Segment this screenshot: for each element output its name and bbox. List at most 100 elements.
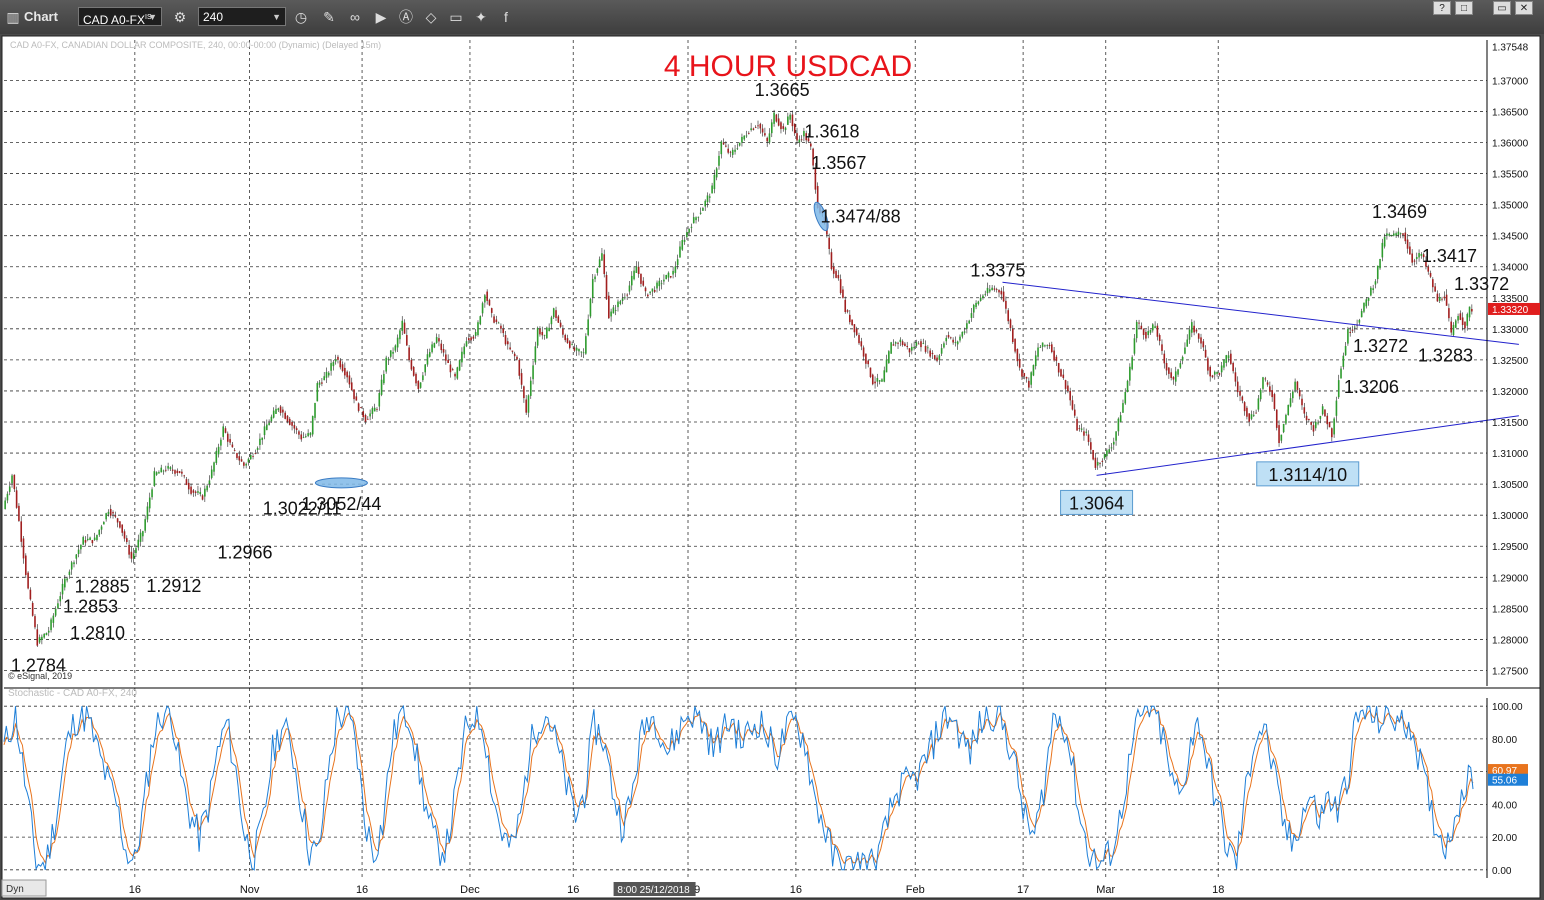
alert-icon[interactable]: Ⓐ xyxy=(399,9,413,25)
candle xyxy=(383,373,385,384)
close-button[interactable]: ✕ xyxy=(1515,1,1533,15)
candle xyxy=(1051,344,1053,352)
candle xyxy=(332,362,335,367)
candle xyxy=(1076,418,1078,431)
candle xyxy=(1303,407,1306,414)
candle xyxy=(364,415,367,422)
candle xyxy=(888,351,890,363)
candle xyxy=(1328,422,1331,428)
settings-icon[interactable]: ⚙ xyxy=(173,9,187,25)
play-icon[interactable]: ▶ xyxy=(375,9,387,25)
candle xyxy=(784,127,787,131)
candle xyxy=(89,537,91,541)
candle xyxy=(1193,325,1195,333)
candle xyxy=(1402,233,1404,235)
candle xyxy=(989,289,991,292)
interval-input[interactable]: 240 ▼ xyxy=(198,7,286,26)
candle xyxy=(11,475,13,484)
candle xyxy=(327,372,330,376)
price-tick-label: 1.28500 xyxy=(1492,604,1529,615)
comment-icon[interactable]: ▭ xyxy=(449,9,463,25)
link-icon[interactable]: ∞ xyxy=(350,9,360,25)
candle xyxy=(1471,308,1473,312)
chevron-down-icon[interactable]: ▼ xyxy=(148,12,157,22)
candle xyxy=(165,469,167,471)
candle xyxy=(1030,372,1032,385)
candle xyxy=(435,337,438,343)
candle xyxy=(155,472,158,475)
candle xyxy=(775,114,778,122)
candle xyxy=(353,389,355,400)
candle xyxy=(736,148,739,150)
candle xyxy=(890,342,892,354)
help-button[interactable]: ? xyxy=(1433,1,1451,15)
candle xyxy=(334,359,337,362)
price-annotation: 1.2810 xyxy=(70,623,125,643)
candle xyxy=(1025,376,1028,379)
twitter-icon[interactable]: ✦ xyxy=(475,9,487,25)
candle xyxy=(1422,254,1425,258)
candle xyxy=(282,409,284,413)
candle xyxy=(1223,359,1225,368)
candle xyxy=(1126,380,1129,392)
price-annotation: 1.3665 xyxy=(755,80,810,100)
candle xyxy=(970,313,973,318)
restore-button[interactable]: ▭ xyxy=(1493,1,1511,15)
candle xyxy=(220,439,222,446)
candle xyxy=(1067,385,1069,392)
candle xyxy=(571,344,573,345)
candle xyxy=(715,168,718,178)
candle xyxy=(1110,447,1113,449)
tag-icon[interactable]: ◇ xyxy=(425,9,437,25)
candle xyxy=(849,314,851,323)
candle xyxy=(25,555,27,575)
candle xyxy=(1275,409,1278,428)
price-tick-label: 1.32000 xyxy=(1492,387,1529,398)
candle xyxy=(77,549,80,555)
candle xyxy=(1009,319,1012,329)
candle xyxy=(252,456,254,457)
candle xyxy=(812,148,814,166)
chevron-down-icon[interactable]: ▼ xyxy=(272,12,281,22)
candle xyxy=(263,426,266,436)
candle xyxy=(697,216,700,218)
candle xyxy=(862,347,865,357)
candle xyxy=(410,359,413,370)
clock-icon[interactable]: ◷ xyxy=(294,9,308,25)
dyn-label: Dyn xyxy=(6,884,24,895)
candle xyxy=(1188,329,1191,340)
grid-icon[interactable]: ▥ xyxy=(6,9,20,25)
candle xyxy=(1011,328,1014,342)
candle xyxy=(562,328,564,335)
candle xyxy=(1450,321,1452,333)
minimize-button[interactable]: □ xyxy=(1455,1,1473,15)
candle xyxy=(465,341,468,347)
candle xyxy=(534,346,537,363)
candle xyxy=(644,287,647,292)
candle xyxy=(153,471,156,486)
facebook-icon[interactable]: f xyxy=(504,9,508,25)
candle xyxy=(653,290,656,292)
stoch-value-tag xyxy=(1488,773,1528,786)
chart-area[interactable]: 16Nov16Dec16201916Feb17Mar181.275001.280… xyxy=(0,34,1544,900)
candle xyxy=(91,540,94,544)
candle xyxy=(688,228,690,233)
candle xyxy=(1310,422,1312,425)
candle xyxy=(876,378,879,382)
candle xyxy=(178,471,181,473)
candle xyxy=(727,148,729,153)
price-annotation: 1.3474/88 xyxy=(821,206,901,226)
symbol-input[interactable]: CAD A0-FXIS ▼ xyxy=(78,7,162,27)
price-annotation: 1.2885 xyxy=(75,577,130,597)
candle xyxy=(376,408,378,410)
candle xyxy=(330,363,332,371)
candle xyxy=(389,350,392,357)
candle xyxy=(247,458,250,463)
candle xyxy=(541,331,544,336)
candle xyxy=(1174,371,1177,382)
candle xyxy=(1397,231,1400,235)
price-tick-label: 1.36000 xyxy=(1492,138,1529,149)
draw-icon[interactable]: ✎ xyxy=(323,9,335,25)
candle xyxy=(406,335,408,346)
candle xyxy=(224,428,227,433)
